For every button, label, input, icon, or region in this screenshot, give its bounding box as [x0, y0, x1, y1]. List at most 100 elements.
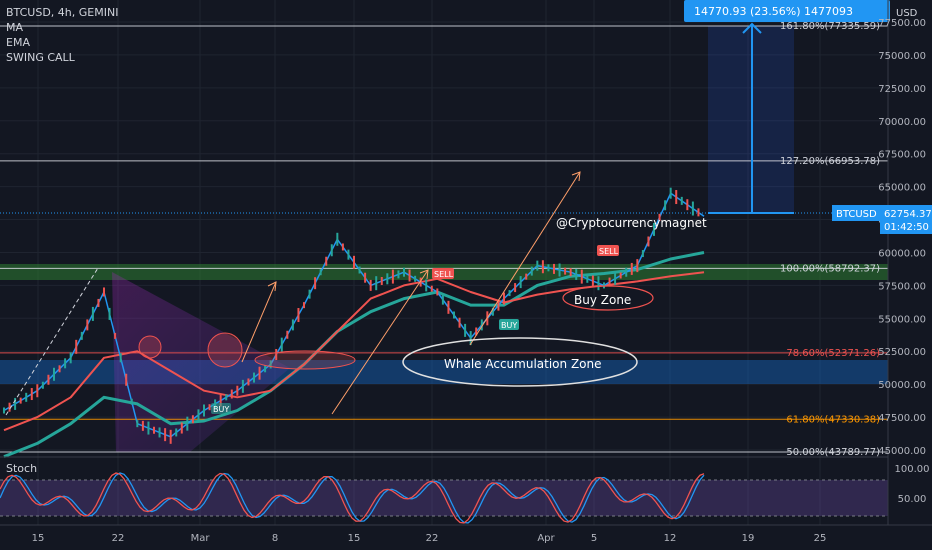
candle — [525, 273, 528, 280]
price-tick-label: 60000.00 — [878, 248, 926, 259]
candle — [219, 394, 222, 407]
price-tick-label: 72500.00 — [878, 84, 926, 95]
highlight-circle — [207, 332, 243, 368]
candle — [291, 319, 294, 331]
price-tick-label: 77500.00 — [878, 18, 926, 29]
legend-item-ema[interactable]: EMA — [6, 36, 30, 49]
candle — [69, 352, 72, 364]
candle — [564, 267, 567, 275]
candle — [669, 187, 672, 199]
candle — [269, 360, 272, 369]
candle — [53, 367, 55, 381]
measure-arrow — [708, 22, 794, 214]
candle — [691, 201, 694, 216]
fib-label: 78.60%(52371.26) — [786, 348, 880, 359]
buy-signal: BUY — [499, 319, 519, 330]
current-price-value: 62754.37 — [884, 209, 932, 220]
author-handle: @Cryptocurrencymagnet — [556, 216, 707, 230]
candle — [508, 290, 511, 297]
candle — [30, 388, 33, 401]
legend-item-swing-call[interactable]: SWING CALL — [6, 51, 75, 64]
candle — [141, 420, 144, 431]
candle — [358, 266, 361, 274]
candle — [647, 236, 650, 247]
candle — [608, 277, 611, 287]
measure-label: 14770.93 (23.56%) 1477093 — [684, 0, 890, 22]
candle — [497, 299, 500, 311]
candle — [641, 250, 644, 258]
candle — [191, 415, 194, 424]
candle — [153, 426, 155, 434]
time-tick-label: 22 — [426, 533, 439, 544]
candle — [180, 422, 183, 434]
sell-signal-overlay: SELL — [432, 268, 454, 279]
candle — [169, 429, 172, 444]
candle — [197, 409, 200, 421]
candle — [653, 222, 655, 236]
candle — [347, 249, 350, 260]
candle — [391, 269, 394, 284]
buy-signal-overlay-label: BUY — [213, 405, 229, 414]
candle — [697, 208, 700, 217]
countdown-value: 01:42:50 — [884, 222, 929, 233]
candle — [469, 331, 472, 346]
legend-item-ma[interactable]: MA — [6, 21, 24, 34]
time-tick-label: 12 — [664, 533, 677, 544]
candle — [397, 270, 400, 279]
stoch-line — [0, 472, 705, 524]
candle — [675, 190, 678, 205]
fib-label: 61.80%(47330.38) — [786, 414, 880, 425]
time-tick-label: 15 — [32, 533, 45, 544]
candle — [14, 397, 17, 410]
time-axis[interactable]: 15 22 Mar 8 15 22 Apr 5 12 19 25 — [32, 533, 827, 544]
candle — [136, 420, 139, 428]
trend-arrow — [241, 281, 277, 363]
fib-lines: 161.80%(77335.59) 127.20%(66953.78) 100.00… — [0, 21, 888, 458]
candle — [586, 274, 589, 283]
time-tick-label: 19 — [742, 533, 755, 544]
fib-label: 50.00%(43789.77) — [786, 447, 880, 458]
candle — [353, 255, 355, 269]
candle — [47, 374, 50, 385]
candle — [541, 260, 544, 274]
candle — [530, 266, 533, 276]
candle — [130, 398, 133, 405]
candle — [569, 268, 572, 277]
candle — [125, 373, 128, 386]
candle — [614, 272, 617, 285]
time-tick-label: 15 — [348, 533, 361, 544]
candle — [114, 332, 117, 339]
candle — [314, 277, 317, 290]
candle — [297, 308, 300, 323]
candle — [380, 276, 383, 285]
candle — [80, 331, 83, 340]
candle — [658, 213, 661, 221]
price-tick-label: 57500.00 — [878, 281, 926, 292]
candle — [19, 397, 22, 404]
candle — [58, 365, 61, 373]
sell-signal: SELL — [597, 245, 619, 256]
candle — [575, 268, 578, 280]
candle — [491, 307, 494, 316]
candle — [503, 292, 505, 305]
trend-arrow — [331, 269, 429, 415]
candle — [686, 199, 689, 211]
buy-zone-label: Buy Zone — [574, 293, 631, 307]
candle — [236, 385, 239, 396]
stoch-axis: 100.00 50.00 — [895, 464, 930, 505]
candle — [341, 243, 344, 251]
stoch-label[interactable]: Stoch — [6, 462, 38, 475]
sell-signal-label: SELL — [599, 247, 619, 256]
candle — [458, 317, 461, 328]
candle — [203, 404, 205, 417]
candle — [164, 428, 167, 442]
candle — [553, 263, 555, 274]
candle — [430, 285, 433, 292]
candle — [258, 366, 261, 380]
candle — [480, 319, 483, 331]
price-axis[interactable]: 77500.00 75000.00 72500.00 70000.00 67500.00… — [878, 18, 926, 457]
stoch-line — [0, 472, 705, 524]
candle — [208, 404, 211, 411]
stoch-tick-label: 50.00 — [898, 494, 927, 505]
